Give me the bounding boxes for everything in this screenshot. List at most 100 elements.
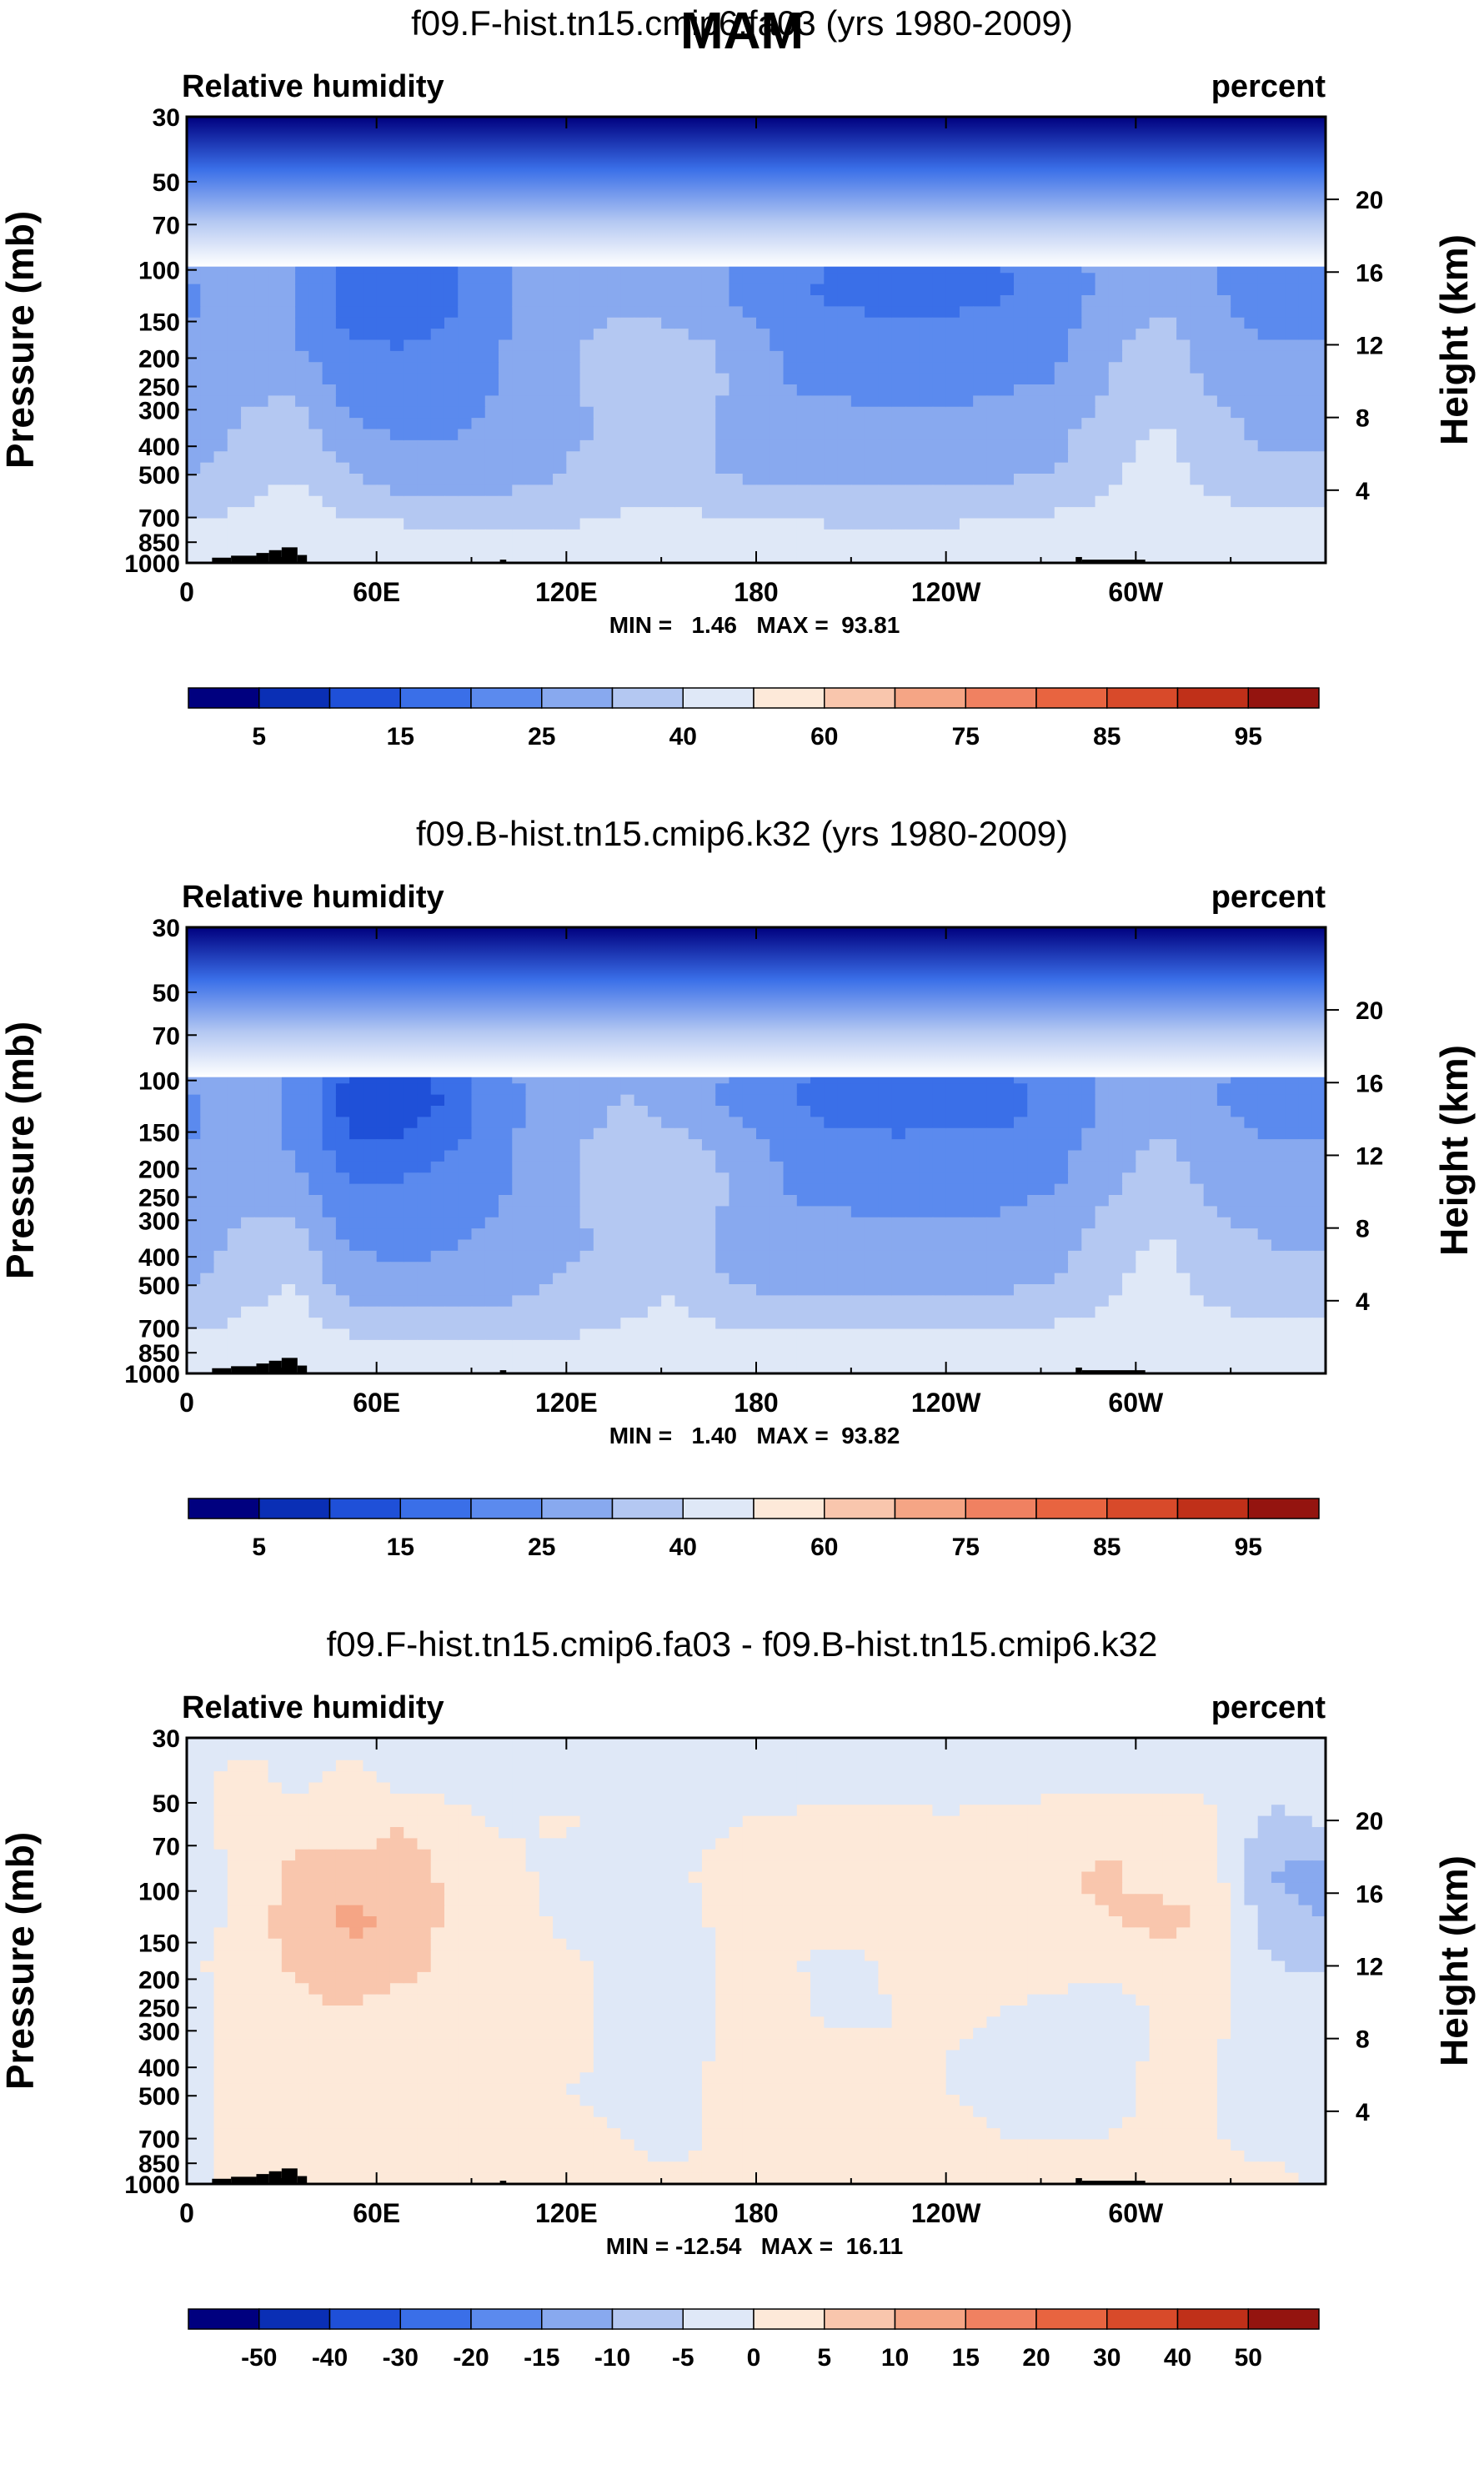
contour-cell xyxy=(1027,306,1042,319)
contour-cell xyxy=(1271,540,1286,553)
contour-cell xyxy=(837,462,852,474)
contour-cell xyxy=(213,384,228,397)
contour-cell xyxy=(335,474,350,486)
contour-cell xyxy=(1257,284,1272,296)
contour-cell xyxy=(810,362,825,374)
contour-cell xyxy=(770,1106,785,1118)
contour-cell xyxy=(783,540,798,553)
contour-cell xyxy=(783,362,798,374)
contour-cell xyxy=(213,507,228,520)
contour-cell xyxy=(200,350,215,364)
colorbar-swatch xyxy=(824,687,896,709)
contour-cell xyxy=(335,1139,350,1152)
contour-cell xyxy=(770,317,785,329)
contour-cell xyxy=(688,273,703,285)
contour-cell xyxy=(363,495,378,508)
contour-cell xyxy=(973,551,988,563)
contour-cell xyxy=(1231,518,1246,530)
contour-cell xyxy=(715,507,730,520)
contour-cell xyxy=(404,495,419,508)
contour-cell xyxy=(1231,451,1246,464)
contour-cell xyxy=(865,462,880,474)
contour-cell xyxy=(905,518,920,530)
contour-cell xyxy=(1081,439,1096,453)
contour-cell xyxy=(593,306,608,319)
contour-cell xyxy=(1081,306,1096,319)
contour-cell xyxy=(1176,518,1191,530)
contour-cell xyxy=(1122,306,1137,319)
contour-cell xyxy=(701,329,717,341)
y-tick-label: 850 xyxy=(138,530,180,557)
contour-cell xyxy=(891,373,906,385)
contour-cell xyxy=(729,451,744,464)
contour-cell xyxy=(213,273,228,285)
contour-cell xyxy=(932,551,947,563)
contour-cell xyxy=(878,439,893,453)
contour-cell xyxy=(701,339,717,352)
contour-cell xyxy=(241,373,256,385)
contour-cell xyxy=(1095,529,1110,542)
contour-cell xyxy=(281,484,296,497)
contour-cell xyxy=(417,273,432,285)
contour-cell xyxy=(389,507,404,520)
contour-cell xyxy=(756,395,771,408)
contour-cell xyxy=(579,329,594,341)
contour-cell xyxy=(1162,273,1177,285)
contour-cell xyxy=(1000,329,1015,341)
contour-cell xyxy=(742,273,757,285)
contour-cell xyxy=(322,329,337,341)
contour-cell xyxy=(444,373,459,385)
contour-cell xyxy=(525,429,540,441)
contour-cell xyxy=(1000,551,1015,563)
contour-cell xyxy=(688,439,703,453)
contour-cell xyxy=(227,518,242,530)
contour-cell xyxy=(335,462,350,474)
contour-cell xyxy=(363,484,378,497)
contour-cell xyxy=(322,551,337,563)
contour-cell xyxy=(770,439,785,453)
contour-cell xyxy=(430,317,445,329)
contour-field xyxy=(187,927,1326,1373)
contour-cell xyxy=(389,329,404,341)
contour-cell xyxy=(579,339,594,352)
contour-cell xyxy=(484,339,499,352)
contour-cell xyxy=(553,406,568,419)
topography-block xyxy=(1075,556,1082,563)
contour-cell xyxy=(1176,474,1191,486)
contour-cell xyxy=(281,474,296,486)
colorbar-swatch xyxy=(753,687,825,709)
contour-cell xyxy=(973,273,988,285)
contour-cell xyxy=(1054,451,1069,464)
contour-cell xyxy=(905,507,920,520)
contour-cell xyxy=(553,395,568,408)
contour-cell xyxy=(484,406,499,419)
contour-cell xyxy=(1244,439,1259,453)
contour-cell xyxy=(715,439,730,453)
contour-cell xyxy=(553,350,568,364)
contour-cell xyxy=(1285,406,1300,419)
contour-cell xyxy=(1095,295,1110,308)
contour-cell xyxy=(959,350,974,364)
contour-cell xyxy=(891,306,906,319)
contour-cell xyxy=(539,540,554,553)
contour-cell xyxy=(891,518,906,530)
contour-cell xyxy=(945,551,960,563)
contour-cell xyxy=(579,384,594,397)
contour-cell xyxy=(553,551,568,563)
contour-cell xyxy=(349,295,364,308)
contour-cell xyxy=(647,418,662,430)
contour-cell xyxy=(1081,518,1096,530)
contour-cell xyxy=(295,384,310,397)
contour-cell xyxy=(607,462,622,474)
contour-cell xyxy=(308,329,323,341)
contour-cell xyxy=(525,551,540,563)
contour-cell xyxy=(1162,451,1177,464)
contour-cell xyxy=(878,462,893,474)
contour-cell xyxy=(674,551,689,563)
contour-cell xyxy=(241,1094,256,1107)
contour-cell xyxy=(850,529,865,542)
contour-cell xyxy=(417,339,432,352)
contour-cell xyxy=(471,462,486,474)
contour-cell xyxy=(674,418,689,430)
contour-cell xyxy=(959,295,974,308)
